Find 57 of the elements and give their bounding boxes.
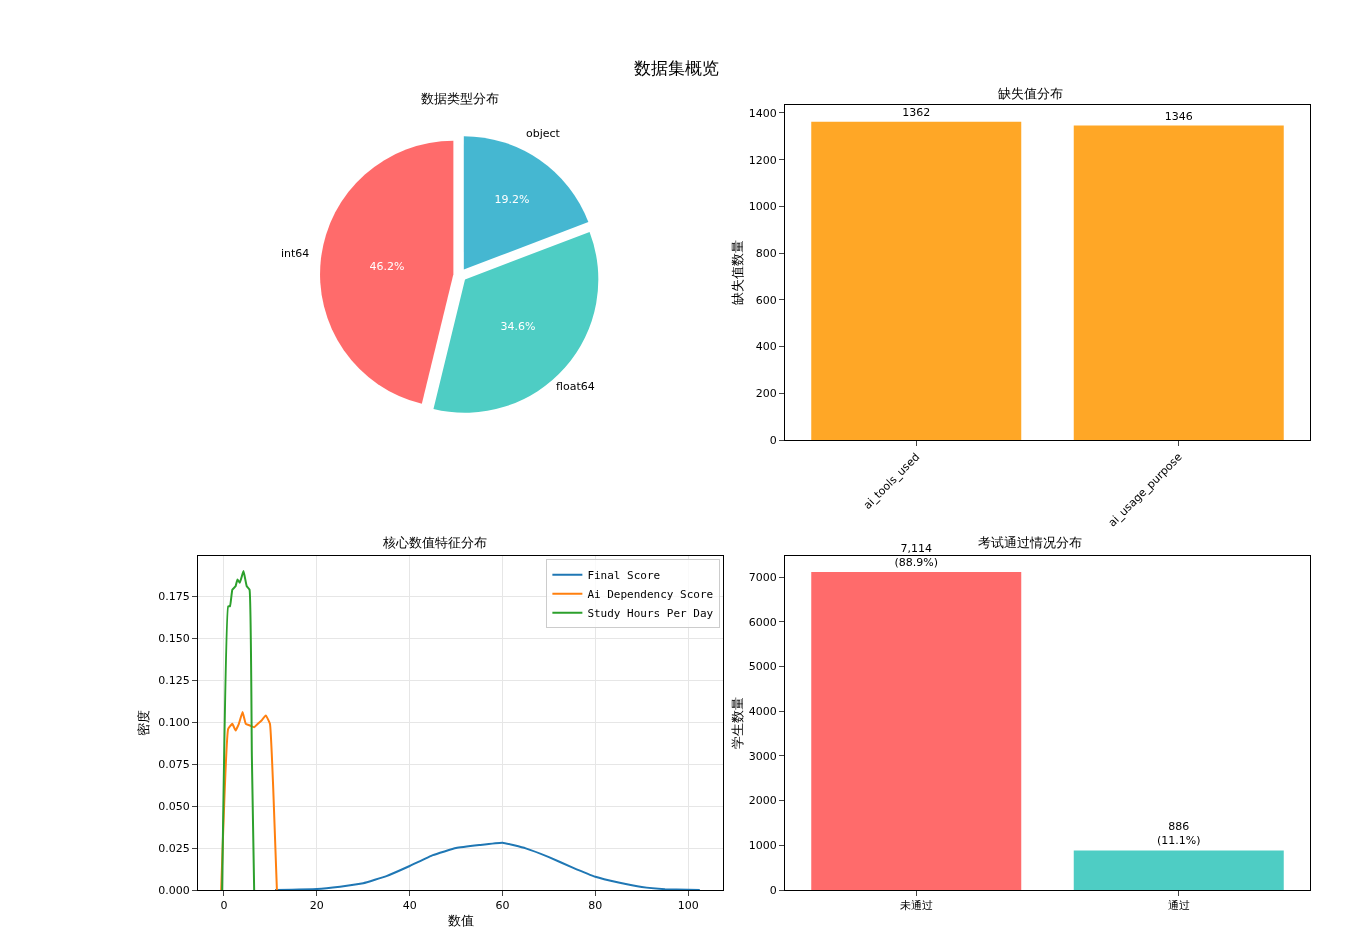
data-label: 46.2% (369, 259, 405, 273)
x-tick-label: 60 (495, 899, 510, 913)
line-series (274, 841, 701, 890)
x-tick-label: 20 (309, 899, 324, 913)
y-tick-label: 0 (769, 883, 777, 897)
data-label: 7,114 (88.9%) (894, 541, 939, 569)
legend-label: Study Hours Per Day (587, 607, 714, 621)
y-tick-label: 400 (755, 340, 777, 354)
line-series (220, 711, 278, 890)
slice-label: float64 (556, 380, 595, 393)
chart-title: 数据类型分布 (421, 91, 499, 107)
y-tick-label: 0 (769, 433, 777, 447)
x-axis-title: 数值 (447, 912, 474, 928)
y-tick-label: 1000 (748, 200, 777, 214)
chart-title: 核心数值特征分布 (382, 535, 487, 551)
y-tick-label: 0.150 (158, 632, 190, 646)
x-tick-label: 未通过 (899, 899, 933, 913)
y-tick-label: 1000 (748, 839, 777, 853)
y-axis-title: 缺失值数量 (730, 240, 745, 305)
y-tick-label: 2000 (748, 794, 777, 808)
y-tick-label: 7000 (748, 570, 777, 584)
slice-label: object (526, 127, 561, 140)
x-tick-label: 40 (402, 899, 417, 913)
data-label: 886 (11.1%) (1156, 820, 1201, 848)
y-tick-label: 6000 (748, 615, 777, 629)
y-tick-label: 0.000 (158, 883, 190, 897)
data-label: 1346 (1164, 109, 1193, 123)
x-tick-label: 100 (677, 899, 699, 913)
y-tick-label: 0.175 (158, 590, 190, 604)
y-tick-label: 4000 (748, 705, 777, 718)
chart-title: 考试通过情况分布 (978, 535, 1082, 551)
y-tick-label: 3000 (748, 749, 777, 763)
y-tick-label: 600 (755, 293, 777, 307)
y-tick-label: 1200 (748, 153, 777, 167)
x-tick-label: 通过 (1167, 899, 1190, 913)
legend-label: Ai Dependency Score (587, 588, 714, 602)
text: 数据集概览 (633, 57, 720, 80)
x-tick-label: 0 (220, 899, 228, 913)
x-tick-label: 80 (588, 899, 603, 913)
data-label: 34.6% (500, 319, 536, 333)
y-tick-label: 5000 (748, 660, 777, 674)
legend-label: Final Score (587, 569, 661, 583)
y-tick-label: 0.050 (158, 799, 190, 813)
y-tick-label: 200 (755, 387, 777, 401)
data-label: 19.2% (494, 192, 530, 206)
chart-title: 缺失值分布 (997, 86, 1063, 102)
y-tick-label: 0.075 (158, 757, 190, 771)
y-tick-label: 0.100 (158, 716, 190, 730)
slice-label: int64 (281, 247, 310, 260)
data-label: 1362 (902, 105, 931, 119)
y-axis-title: 学生数量 (730, 697, 745, 749)
line-series (221, 570, 256, 890)
y-axis-title: 密度 (136, 710, 152, 736)
y-tick-label: 800 (755, 246, 777, 260)
y-tick-label: 0.125 (158, 674, 190, 688)
y-tick-label: 0.025 (158, 841, 190, 855)
y-tick-label: 1400 (748, 106, 777, 120)
